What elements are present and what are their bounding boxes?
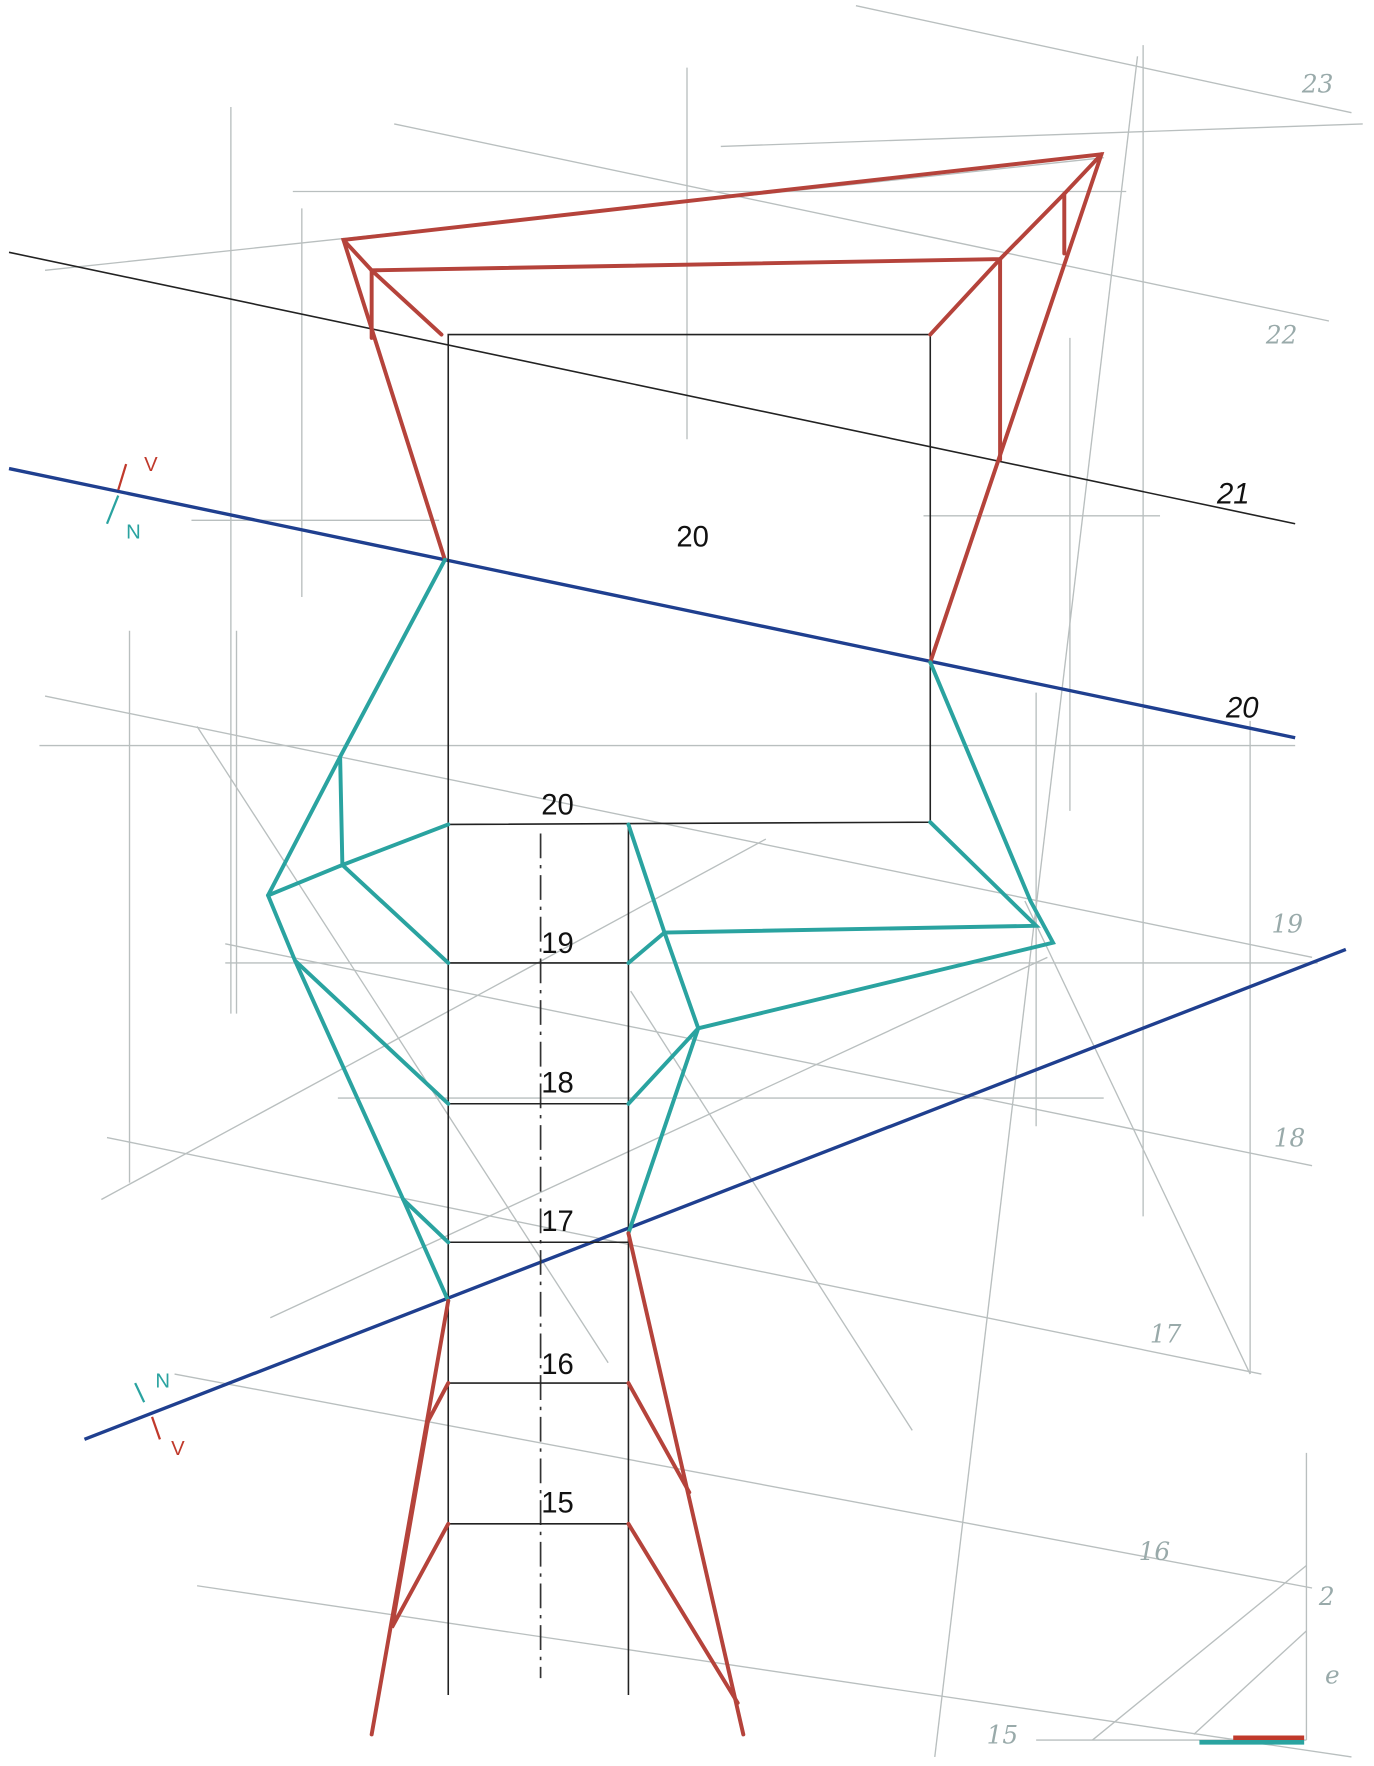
construction-lines — [39, 6, 1362, 1757]
plane-label: 21 — [1216, 477, 1250, 510]
level-label: 16 — [541, 1348, 574, 1381]
red-upper — [344, 154, 1102, 662]
teal-middle — [268, 560, 1053, 1301]
level-label: 18 — [541, 1066, 574, 1099]
level-label: 15 — [541, 1487, 574, 1520]
arrow-label: V — [144, 454, 158, 476]
arrow-label: V — [171, 1438, 185, 1460]
margin-level-label: 16 — [1139, 1537, 1171, 1566]
face-label: 20 — [676, 520, 709, 553]
level-label: 20 — [541, 788, 574, 821]
arrow-label: N — [126, 521, 141, 543]
corner-label: 2 — [1318, 1582, 1335, 1611]
level-label: 19 — [541, 927, 574, 960]
margin-level-label: 18 — [1274, 1124, 1306, 1153]
drawing: 20 21 20 V N N V 2 e 20 19 18 17 16 15 23 22 19 1… — [0, 0, 1374, 1766]
margin-level-label: 23 — [1301, 69, 1334, 98]
plane-20 — [9, 469, 1295, 738]
margin-level-label: 15 — [987, 1720, 1019, 1749]
margin-level-label: 22 — [1265, 321, 1298, 350]
corner-label: e — [1325, 1661, 1340, 1690]
margin-level-label: 17 — [1150, 1320, 1182, 1349]
arrow-label: N — [155, 1371, 170, 1393]
arrows — [107, 464, 160, 1439]
plane-label: 20 — [1225, 691, 1259, 724]
plane-21 — [9, 252, 1295, 523]
margin-level-label: 19 — [1272, 910, 1304, 939]
level-label: 17 — [541, 1205, 574, 1238]
red-lower — [372, 1233, 744, 1734]
